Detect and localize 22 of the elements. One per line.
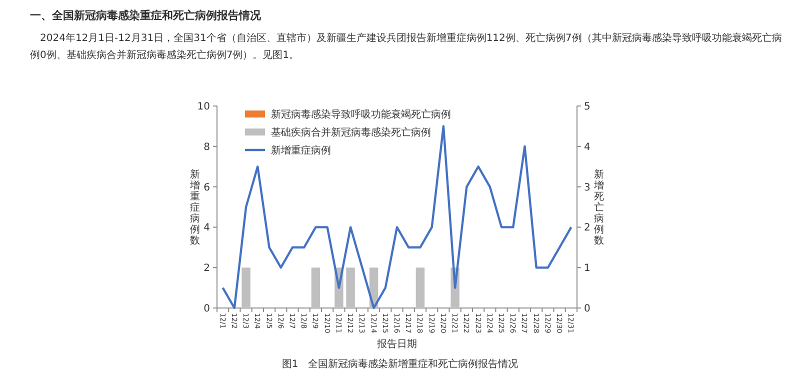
y-tick-label: 8: [204, 142, 210, 153]
chart-title: 一、全国新冠病毒感染重症和死亡病例报告情况: [30, 8, 261, 23]
y-tick-label: 4: [204, 222, 210, 234]
y2-tick-label: 1: [584, 263, 590, 274]
x-axis-title: 报告日期: [376, 338, 417, 350]
legend-label: 基础疾病合并新冠病毒感染死亡病例: [271, 126, 431, 138]
y-axis-title: 新增重症病例数: [189, 168, 200, 246]
y2-tick-label: 4: [584, 142, 590, 153]
y-tick-label: 10: [197, 102, 210, 112]
y2-tick-label: 2: [584, 222, 590, 234]
y2-tick-label: 3: [584, 182, 590, 194]
y-tick-label: 6: [204, 182, 210, 194]
caption: 图1 全国新冠病毒感染新增重症和死亡病例报告情况: [280, 358, 520, 371]
y2-tick-label: 0: [584, 304, 590, 314]
chart-subtitle: 2024年12月1日-12月31日，全国31个省（自治区、直辖市）及新疆生产建设兵团报告新增重症病例112例、死亡病例7例（其中新冠病毒感染导致呼吸功能衰竭死亡病例0例、基础疾病合并新冠病毒感染死亡病例7例）。见图1。: [30, 32, 783, 63]
line-series: [222, 125, 572, 310]
y-tick-label: 0: [204, 304, 210, 314]
y-tick-label: 2: [204, 263, 210, 274]
y2-axis-title: 新增死亡病例数: [593, 168, 604, 246]
legend-label: 新冠病毒感染导致呼吸功能衰竭死亡病例: [271, 108, 451, 120]
legend-label: 新增重症病例: [271, 144, 331, 156]
y2-tick-label: 5: [584, 102, 590, 112]
